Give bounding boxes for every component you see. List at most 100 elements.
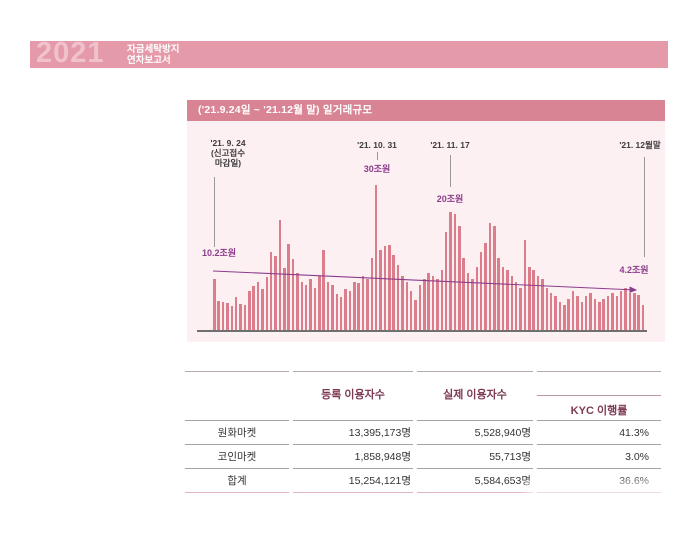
- chart-title: ('21.9.24일 ~ '21.12월 말) 일거래규모: [187, 100, 665, 121]
- bar: [479, 252, 483, 330]
- bar: [488, 222, 492, 330]
- bar: [361, 276, 365, 330]
- bar: [409, 291, 413, 330]
- bar: [287, 243, 290, 330]
- bar: [440, 269, 444, 330]
- bar: [221, 301, 225, 330]
- table-cell-registered-total: 15,254,121명: [293, 469, 413, 493]
- bar: [344, 289, 347, 330]
- bar: [339, 297, 343, 330]
- kyc-header-divider: [537, 395, 661, 396]
- report-title-line1: 자금세탁방지: [127, 44, 180, 55]
- bar: [549, 293, 553, 330]
- x-axis-line: [197, 330, 647, 332]
- annotation-end-date: '21. 12월말: [619, 140, 661, 150]
- bar: [313, 288, 317, 330]
- bar: [418, 285, 422, 330]
- bar: [423, 278, 426, 330]
- bar: [598, 302, 601, 330]
- bar: [427, 272, 430, 330]
- bar: [296, 273, 299, 330]
- bar: [348, 291, 352, 330]
- bar: [379, 249, 382, 330]
- bar: [571, 290, 575, 330]
- bar: [558, 302, 562, 330]
- bar: [431, 275, 435, 330]
- bar: [484, 243, 487, 330]
- bar: [458, 225, 461, 330]
- bar: [353, 281, 356, 330]
- bar: [510, 275, 514, 330]
- bar: [628, 293, 632, 330]
- table-row-label: 원화마켓: [185, 421, 289, 445]
- bar: [291, 258, 295, 330]
- table-cell-kyc: 41.3%: [537, 421, 661, 445]
- bar: [541, 278, 544, 330]
- bar: [493, 225, 496, 330]
- kyc-stats-table: 등록 이용자수 실제 이용자수 KYC 이행률 원화마켓 13,395,173명…: [185, 371, 667, 493]
- bar: [532, 269, 535, 330]
- table-cell-actual-total: 5,584,653명: [417, 469, 533, 493]
- bar: [444, 231, 448, 330]
- bar: [274, 255, 277, 330]
- bar: [519, 287, 522, 330]
- bar: [331, 284, 334, 330]
- bar: [580, 302, 584, 330]
- bar: [370, 258, 374, 330]
- report-title: 자금세탁방지 연차보고서: [127, 44, 179, 66]
- bar: [396, 264, 400, 330]
- bar: [322, 249, 325, 330]
- bar: [226, 303, 229, 330]
- annotation-start-value: 10.2조원: [201, 248, 237, 258]
- start-date-guide-line: [214, 177, 215, 247]
- table-cell-kyc: 3.0%: [537, 445, 661, 469]
- report-banner: 2021 자금세탁방지 연차보고서: [30, 37, 668, 69]
- bar: [563, 305, 566, 330]
- end-date-guide-line: [644, 157, 645, 257]
- bar: [436, 278, 439, 330]
- annotation-peak1-value: 30조원: [363, 164, 391, 174]
- bar: [619, 290, 623, 330]
- bar: [449, 212, 452, 330]
- report-year: 2021: [36, 37, 105, 69]
- peak1-tick-line: [377, 152, 378, 160]
- bar: [615, 296, 619, 330]
- bar: [335, 294, 339, 330]
- bar: [243, 304, 247, 330]
- bar: [414, 299, 417, 330]
- bar: [497, 258, 500, 330]
- annotation-peak2-value: 20조원: [436, 194, 464, 204]
- bar: [326, 281, 330, 330]
- bar: [606, 296, 610, 330]
- bar: [471, 278, 474, 330]
- table-row-label-total: 합계: [185, 469, 289, 493]
- bar: [269, 252, 273, 330]
- table-cell-kyc-total: 36.6%: [537, 469, 661, 493]
- bar: [318, 275, 321, 330]
- bar: [278, 220, 282, 330]
- bar: [462, 258, 465, 330]
- bar: [252, 286, 255, 330]
- bar: [611, 293, 614, 330]
- bar: [374, 185, 378, 330]
- peak2-guide-line: [450, 155, 451, 187]
- bar: [528, 266, 531, 330]
- bar: [392, 255, 395, 330]
- report-title-line2: 연차보고서: [127, 55, 171, 66]
- bar: [248, 291, 251, 330]
- bar: [501, 266, 505, 330]
- bar: [300, 282, 304, 330]
- table-cell-actual: 5,528,940명: [417, 421, 533, 445]
- bar: [637, 294, 640, 330]
- bar: [405, 281, 409, 330]
- bar: [401, 275, 404, 330]
- bar: [256, 282, 260, 330]
- bar: [633, 292, 636, 330]
- bar-chart: [213, 185, 645, 330]
- bar: [265, 276, 269, 330]
- trend-arrow-line: [212, 270, 638, 294]
- bar: [388, 245, 391, 330]
- table-header-actual: 실제 이용자수: [417, 371, 533, 421]
- bar: [283, 267, 286, 330]
- bar: [453, 214, 457, 330]
